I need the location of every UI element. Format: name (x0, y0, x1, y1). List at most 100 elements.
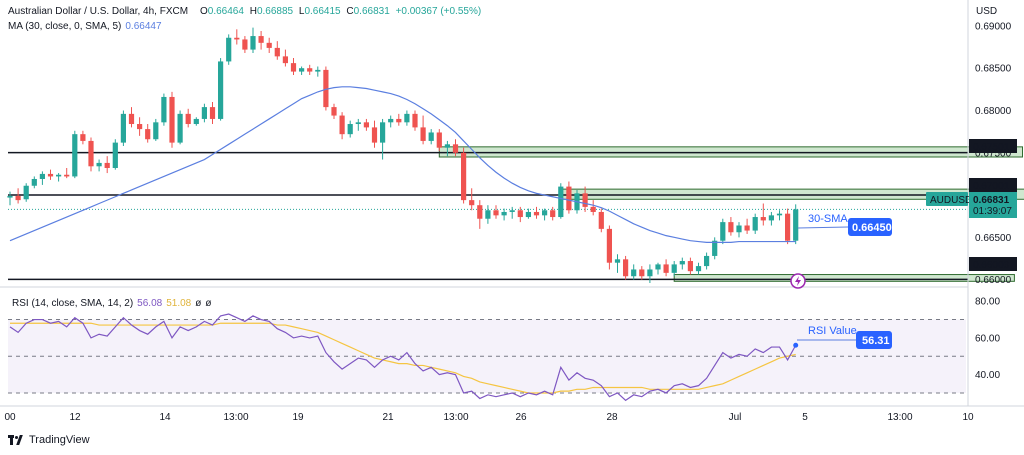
level-badge-text: 0.67501 (973, 142, 1010, 153)
candle-body (566, 186, 572, 211)
last-price-text: 0.66831 (973, 195, 1010, 206)
candle (768, 211, 774, 226)
candle (145, 124, 151, 143)
candle-body (704, 255, 710, 267)
candle (112, 139, 118, 170)
candle (477, 200, 483, 229)
candle (323, 66, 329, 111)
time-axis-label: 13:00 (887, 412, 912, 423)
candle (39, 171, 45, 185)
candle-body (396, 118, 402, 123)
candle-body (282, 56, 288, 64)
candle (501, 208, 507, 221)
candle-body (315, 69, 321, 72)
time-axis-label: 10 (962, 412, 974, 423)
candle (120, 110, 126, 147)
rsi-tick-label: 40.00 (975, 370, 1000, 381)
time-axis-label: 19 (292, 412, 304, 423)
candle-body (477, 205, 483, 219)
candle (452, 139, 459, 157)
candle (760, 203, 766, 226)
candle-body (15, 195, 21, 201)
candle-body (331, 107, 337, 116)
rsi-layer (8, 313, 966, 402)
candle (598, 208, 604, 233)
candle (720, 218, 726, 245)
candle (72, 130, 78, 179)
candle (80, 130, 86, 145)
candle-body (785, 213, 791, 241)
candle-body (169, 96, 175, 143)
candle (785, 208, 791, 245)
candle-body (461, 152, 467, 201)
candle-body (793, 209, 799, 241)
sma-30-line (9, 86, 796, 244)
candle (347, 120, 353, 138)
candle (712, 237, 718, 260)
candle (371, 120, 378, 148)
time-axis-label: 26 (515, 412, 527, 423)
candle (436, 129, 442, 152)
candle (396, 113, 402, 126)
sma-annotation-line (797, 226, 849, 229)
candle (493, 205, 499, 219)
candle-body (712, 240, 718, 256)
candle-body (444, 144, 450, 148)
candle-body (420, 127, 426, 141)
time-axis[interactable]: 00 12 14 13:00 19 21 13:00 26 28 Jul 5 13:00 10 (4, 412, 974, 423)
candle (671, 261, 677, 277)
candle-body (128, 113, 135, 125)
candle (177, 110, 183, 145)
candle-body (469, 200, 475, 206)
candle (533, 206, 540, 219)
candle (623, 255, 629, 280)
candle (266, 37, 272, 53)
level-badge-text: 0.66003 (973, 260, 1010, 271)
candle-body (380, 122, 386, 143)
candle-body (153, 122, 159, 140)
price-tick-label: 0.66500 (975, 233, 1012, 244)
price-axis-currency[interactable]: USD (976, 6, 997, 17)
candle-body (31, 178, 37, 186)
support-resistance-zone[interactable] (673, 274, 1015, 282)
candle-body (452, 144, 459, 153)
candle-body (639, 269, 645, 277)
candle (161, 93, 167, 126)
candle (582, 186, 588, 212)
candle (339, 112, 345, 140)
price-tick-label: 0.69000 (975, 21, 1012, 32)
candle-body (323, 69, 329, 108)
candle-body (606, 228, 612, 263)
candle-body (274, 47, 280, 57)
event-icon[interactable] (790, 273, 806, 289)
candle (614, 254, 621, 273)
level-badge-66003: 0.66003 (969, 257, 1017, 271)
candle-body (485, 210, 491, 219)
candle-body (679, 261, 685, 265)
candle (509, 206, 515, 219)
rsi-annotation-badge: 56.31 (856, 331, 892, 349)
candle (104, 156, 110, 174)
candle-body (7, 195, 13, 198)
candle-body (623, 259, 629, 277)
candle-body (339, 115, 345, 135)
rsi-legend: RSI (14, close, SMA, 14, 2) 56.08 51.08 ø ø (12, 298, 211, 309)
legend-ma-line: MA (30, close, 0, SMA, 5) 0.66447 (8, 21, 162, 32)
candle (299, 66, 305, 75)
candle-body (185, 113, 191, 125)
rsi-line (9, 313, 797, 402)
candle (380, 118, 386, 160)
candle (7, 191, 13, 206)
candle-body (347, 124, 353, 135)
candle-body (614, 259, 621, 263)
time-axis-label: 14 (159, 412, 171, 423)
candle-body (242, 39, 248, 50)
candle (218, 58, 224, 121)
time-axis-label: 12 (69, 412, 81, 423)
rsi-tick-label: 60.00 (975, 333, 1000, 344)
support-resistance-zone[interactable] (438, 146, 1023, 158)
time-axis-label: Jul (729, 412, 742, 423)
candle-body (695, 266, 702, 272)
candle (193, 117, 199, 126)
